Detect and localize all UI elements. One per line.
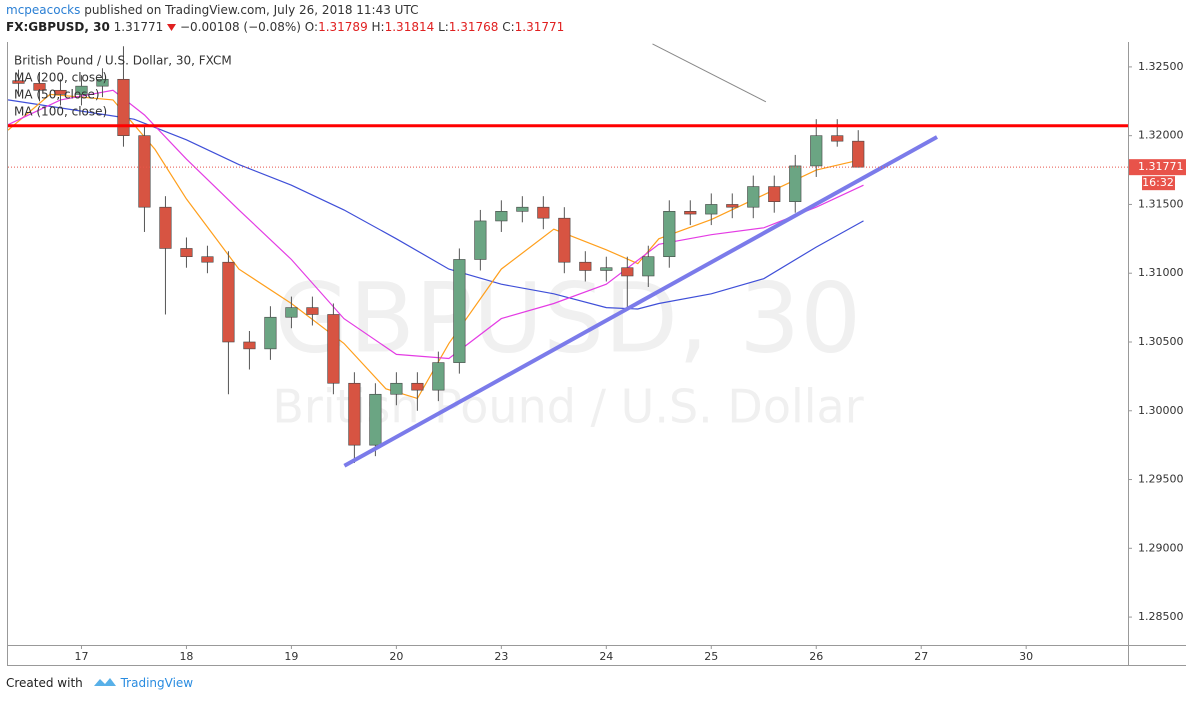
publish-info: published on TradingView.com, July 26, 2… <box>84 3 419 17</box>
watermark-name: British Pound / U.S. Dollar <box>272 380 863 434</box>
y-tick-label: 1.31000 <box>1138 266 1184 279</box>
price: 1.31771 <box>113 20 164 34</box>
candle-body <box>369 393 382 446</box>
candle-body <box>243 341 256 350</box>
candle-body <box>852 140 865 168</box>
candle-body <box>453 259 466 363</box>
candle-body <box>33 83 46 91</box>
candle-body <box>768 186 781 202</box>
legend-entry: MA (50, close) <box>14 88 100 102</box>
trendline <box>343 135 938 468</box>
x-tick-label: 18 <box>179 650 193 663</box>
trendline <box>652 43 767 103</box>
y-tick-label: 1.31500 <box>1138 197 1184 210</box>
candle-body <box>684 211 697 215</box>
candle-body <box>138 135 151 208</box>
candle-body <box>222 261 235 343</box>
candle-body <box>495 211 508 222</box>
candle-body <box>705 204 718 215</box>
y-tick-label: 1.29500 <box>1138 473 1184 486</box>
y-tick-label: 1.29000 <box>1138 541 1184 554</box>
footer: Created with TradingView <box>6 676 193 690</box>
y-tick-label: 1.32000 <box>1138 129 1184 142</box>
x-tick-label: 23 <box>494 650 508 663</box>
legend-entry: MA (100, close) <box>14 105 107 119</box>
candle-body <box>474 220 487 260</box>
candle-body <box>789 165 802 202</box>
candle-body <box>96 78 109 87</box>
candle-body <box>159 206 172 249</box>
header: mcpeacocks published on TradingView.com,… <box>6 2 564 36</box>
ohlc-h: 1.31814 <box>384 20 435 34</box>
moving-average <box>8 89 864 360</box>
candle-body <box>537 206 550 219</box>
countdown-box <box>1142 176 1175 191</box>
candle-body <box>663 211 676 258</box>
countdown-label: 16:32 <box>1142 176 1174 189</box>
x-tick-label: 25 <box>704 650 718 663</box>
candle-body <box>558 217 571 263</box>
candle-body <box>747 186 760 208</box>
y-tick-label: 1.30000 <box>1138 404 1184 417</box>
symbol: FX:GBPUSD, 30 <box>6 20 110 34</box>
quote-line: FX:GBPUSD, 30 1.31771 −0.00108 (−0.08%) … <box>6 19 564 36</box>
y-tick-label: 1.28500 <box>1138 610 1184 623</box>
tv-logo <box>93 678 116 686</box>
candle-body <box>390 382 403 395</box>
footer-text: Created with <box>6 676 83 690</box>
legend-entry: MA (200, close) <box>14 71 107 85</box>
last-price-box <box>1129 159 1186 176</box>
legend-title: British Pound / U.S. Dollar, 30, FXCM <box>14 54 232 68</box>
ohlc-o-label: O: <box>304 20 319 34</box>
candle-body <box>117 78 130 136</box>
x-tick-label: 26 <box>809 650 823 663</box>
candle-body <box>75 85 88 95</box>
x-tick-label: 30 <box>1019 650 1033 663</box>
candle-body <box>579 261 592 271</box>
axes: 1.28500 1.29000 1.29500 1.30000 1.30500 1.310… <box>74 60 1186 663</box>
down-arrow <box>167 24 177 31</box>
candle-body <box>54 89 67 95</box>
candle-body <box>600 267 613 271</box>
candle-body <box>432 362 445 391</box>
candle-body <box>348 382 361 446</box>
x-tick-label: 20 <box>389 650 403 663</box>
candle-body <box>411 382 424 391</box>
chart: GBPUSD, 30 British Pound / U.S. Dollar B… <box>7 42 1186 666</box>
candle-body <box>831 135 844 142</box>
publish-line: mcpeacocks published on TradingView.com,… <box>6 2 564 19</box>
ohlc-c: 1.31771 <box>514 20 565 34</box>
change: −0.00108 (−0.08%) <box>179 20 301 34</box>
y-tick-label: 1.30500 <box>1138 335 1184 348</box>
candle-body <box>810 135 823 167</box>
candle-body <box>726 204 739 208</box>
candle-body <box>180 248 193 258</box>
candle-body <box>285 307 298 318</box>
candle-body <box>516 206 529 212</box>
candle-body <box>201 256 214 263</box>
moving-average <box>8 99 864 310</box>
author[interactable]: mcpeacocks <box>6 3 81 17</box>
last-price-label: 1.31771 <box>1138 160 1184 173</box>
x-tick-label: 17 <box>74 650 88 663</box>
candle-body <box>642 256 655 277</box>
footer-link[interactable]: TradingView <box>120 676 194 690</box>
candle-body <box>264 316 277 350</box>
plot-area <box>8 43 1128 468</box>
watermark-symbol: GBPUSD, 30 <box>275 262 861 374</box>
ohlc-l-label: L: <box>438 20 449 34</box>
candle-body <box>306 307 319 315</box>
y-tick-label: 1.32500 <box>1138 60 1184 73</box>
x-tick-label: 27 <box>914 650 928 663</box>
candle-body <box>621 267 634 277</box>
ohlc-l: 1.31768 <box>448 20 499 34</box>
candle-body <box>12 80 25 84</box>
x-tick-label: 24 <box>599 650 613 663</box>
ohlc-c-label: C: <box>502 20 515 34</box>
x-tick-label: 19 <box>284 650 298 663</box>
candle-body <box>327 314 340 384</box>
ohlc-h-label: H: <box>371 20 385 34</box>
ohlc-o: 1.31789 <box>318 20 368 34</box>
